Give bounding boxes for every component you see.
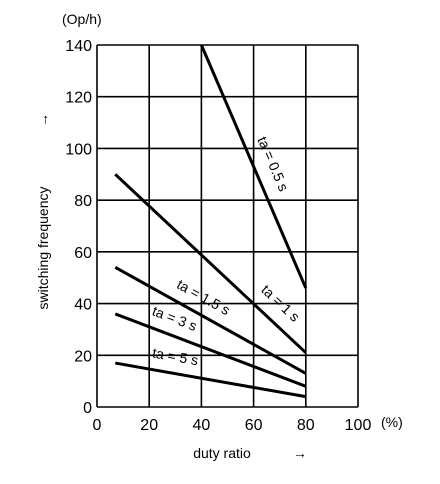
y-tick-label: 120 bbox=[65, 90, 92, 107]
y-tick-label: 80 bbox=[74, 193, 92, 210]
y-tick-label: 20 bbox=[74, 348, 92, 365]
y-tick-label: 60 bbox=[74, 245, 92, 262]
x-tick-label: 20 bbox=[140, 417, 158, 434]
x-tick-label: 40 bbox=[193, 417, 211, 434]
series-line bbox=[114, 266, 307, 375]
y-unit-label: (Op/h) bbox=[62, 11, 102, 27]
y-tick-label: 140 bbox=[65, 38, 92, 55]
x-unit-label: (%) bbox=[381, 414, 403, 430]
series-lines bbox=[114, 44, 308, 399]
grid bbox=[96, 44, 359, 408]
y-tick-label: 0 bbox=[83, 400, 92, 417]
y-tick-label: 100 bbox=[65, 141, 92, 158]
series-line bbox=[114, 173, 307, 354]
y-tick-label: 40 bbox=[74, 297, 92, 314]
series-label: ta = 5 s bbox=[151, 344, 199, 368]
series-line bbox=[200, 44, 308, 289]
series-label: ta = 1.5 s bbox=[174, 276, 232, 318]
x-axis-arrow: → bbox=[293, 445, 307, 461]
series-line bbox=[114, 312, 307, 388]
y-axis-arrow: → bbox=[35, 113, 51, 127]
x-tick-label: 0 bbox=[93, 417, 102, 434]
series-line bbox=[115, 361, 307, 399]
x-tick-label: 80 bbox=[297, 417, 315, 434]
x-tick-label: 100 bbox=[345, 417, 372, 434]
y-axis-title: switching frequency bbox=[35, 187, 51, 310]
tick-labels: 0 20 40 60 80 100 0 20 40 60 80 100 120 140 bbox=[65, 38, 371, 434]
x-axis-title: duty ratio bbox=[193, 445, 251, 461]
x-tick-label: 60 bbox=[245, 417, 263, 434]
